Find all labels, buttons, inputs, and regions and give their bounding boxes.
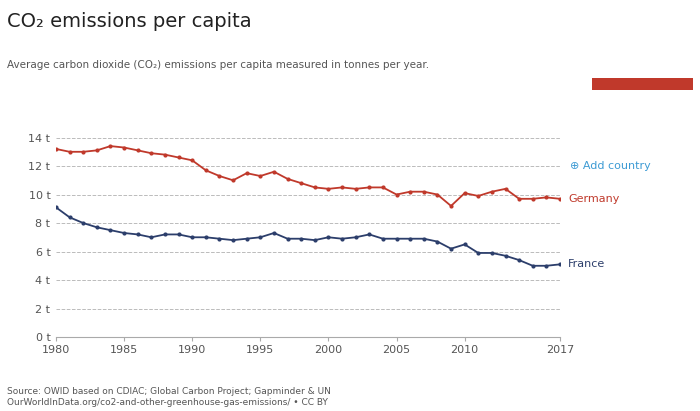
Text: Source: OWID based on CDIAC; Global Carbon Project; Gapminder & UN
OurWorldInDat: Source: OWID based on CDIAC; Global Carb… xyxy=(7,388,331,407)
Text: CO₂ emissions per capita: CO₂ emissions per capita xyxy=(7,12,251,31)
Bar xyxy=(592,78,693,90)
Text: Average carbon dioxide (CO₂) emissions per capita measured in tonnes per year.: Average carbon dioxide (CO₂) emissions p… xyxy=(7,60,429,69)
Text: France: France xyxy=(568,259,606,269)
Text: ⊕ Add country: ⊕ Add country xyxy=(570,161,651,171)
Text: Germany: Germany xyxy=(568,194,620,204)
Text: Our World: Our World xyxy=(615,26,670,36)
Text: in Data: in Data xyxy=(622,53,662,62)
